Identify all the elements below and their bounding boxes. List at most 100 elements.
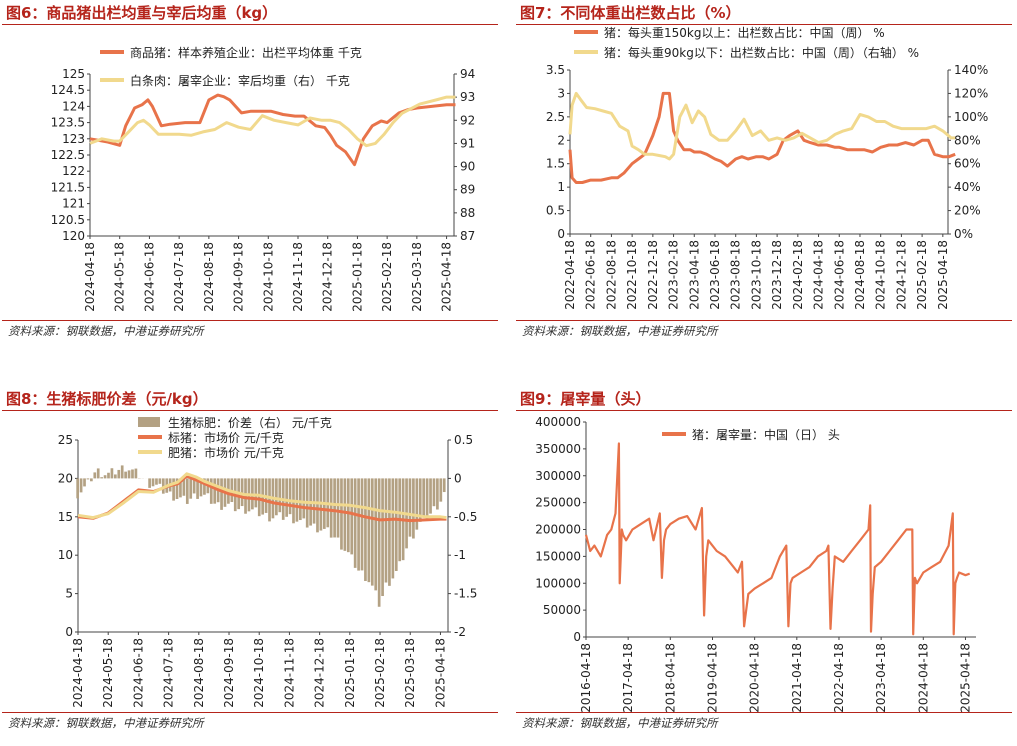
diff-bar <box>354 478 357 567</box>
y-tick-label: 15 <box>58 510 73 524</box>
diff-bar <box>350 478 353 554</box>
x-tick-label: 2024-04-18 <box>83 242 97 312</box>
diff-bar <box>83 478 86 486</box>
y-tick-label: 122 <box>62 164 85 178</box>
x-tick-label: 2023-12-18 <box>770 240 784 310</box>
y2-tick-label: 88 <box>460 206 475 220</box>
x-tick-label: 2025-02-18 <box>380 242 394 312</box>
chart-title: 图8：生猪标肥价差（元/kg） <box>6 388 208 409</box>
y-tick-label: 1.5 <box>546 157 565 171</box>
x-tick-label: 2025-03-18 <box>410 242 424 312</box>
y-tick-label: 0 <box>65 625 73 639</box>
x-tick-label: 2022-04-18 <box>832 643 846 713</box>
diff-bar <box>412 478 415 538</box>
diff-bar <box>316 478 319 532</box>
source-note: 资料来源：钢联数据，中港证券研究所 <box>522 323 718 339</box>
x-tick-label: 2025-03-18 <box>403 638 417 708</box>
x-tick-label: 2024-11-18 <box>282 638 296 708</box>
diff-bar <box>371 478 374 585</box>
diff-bar <box>121 465 124 478</box>
y-tick-label: 300000 <box>535 469 581 483</box>
y2-tick-label: 0.5 <box>454 433 473 447</box>
diff-bar <box>344 478 347 550</box>
diff-bar <box>186 478 189 504</box>
diff-bar <box>90 478 93 481</box>
source-rule <box>2 320 498 321</box>
diff-bar <box>80 478 83 492</box>
y2-tick-label: 93 <box>460 90 475 104</box>
x-tick-label: 2025-04-18 <box>440 242 454 312</box>
y-tick-label: 121 <box>62 197 85 211</box>
x-tick-label: 2024-10-18 <box>874 240 888 310</box>
y2-tick-label: -1 <box>454 548 466 562</box>
legend-label: 猪：每头重90kg以下：出栏数占比：中国（周）（右轴） % <box>604 45 919 60</box>
y2-tick-label: 90 <box>460 160 475 174</box>
x-tick-label: 2024-06-18 <box>832 240 846 310</box>
diff-bar <box>368 478 371 582</box>
x-tick-label: 2018-04-18 <box>663 643 677 713</box>
diff-bar <box>107 473 110 479</box>
source-rule <box>2 712 498 713</box>
diff-bar <box>361 478 364 570</box>
y-tick-label: 25 <box>58 433 73 447</box>
diff-bar <box>340 478 343 549</box>
diff-bar <box>159 478 162 483</box>
x-tick-label: 2025-04-18 <box>958 643 972 713</box>
x-tick-label: 2024-02-18 <box>791 240 805 310</box>
x-tick-label: 2020-04-18 <box>748 643 762 713</box>
diff-bar <box>289 478 292 514</box>
diff-bar <box>415 478 418 529</box>
x-tick-label: 2024-12-18 <box>313 638 327 708</box>
y2-tick-label: 92 <box>460 113 475 127</box>
chart-fig9: 0500001000001500002000002500003000003500… <box>516 412 1016 708</box>
x-tick-label: 2023-04-18 <box>874 643 888 713</box>
diff-bar <box>364 478 367 581</box>
y2-tick-label: 140% <box>954 63 988 77</box>
x-tick-label: 2025-01-18 <box>343 638 357 708</box>
diff-bar <box>258 478 261 516</box>
y-tick-label: 150000 <box>535 549 581 563</box>
x-tick-label: 2025-02-18 <box>915 240 929 310</box>
y-tick-label: 2.5 <box>546 110 565 124</box>
diff-bar <box>378 478 381 606</box>
y2-tick-label: 91 <box>460 136 475 150</box>
x-tick-label: 2019-04-18 <box>705 643 719 713</box>
y-tick-label: 0 <box>557 227 565 241</box>
y-tick-label: 3.5 <box>546 63 565 77</box>
diff-bar <box>220 478 223 509</box>
y-tick-label: 100000 <box>535 576 581 590</box>
x-tick-label: 2024-11-18 <box>291 242 305 312</box>
diff-bar <box>131 469 134 478</box>
diff-bar <box>443 478 446 492</box>
x-tick-label: 2024-08-18 <box>192 638 206 708</box>
x-tick-label: 2025-01-18 <box>350 242 364 312</box>
diff-bar <box>357 478 360 570</box>
y-tick-label: 200000 <box>535 523 581 537</box>
y-tick-label: 125 <box>62 67 85 81</box>
diff-bar <box>433 478 436 506</box>
diff-bar <box>124 472 127 479</box>
y2-tick-label: -0.5 <box>454 510 477 524</box>
diff-bar <box>213 478 216 503</box>
diff-bar <box>374 478 377 590</box>
x-tick-label: 2022-12-18 <box>646 240 660 310</box>
diff-bar <box>152 478 155 486</box>
y-tick-label: 20 <box>58 471 73 485</box>
x-tick-label: 2024-06-18 <box>142 242 156 312</box>
title-rule <box>516 410 1012 411</box>
x-tick-label: 2024-04-18 <box>812 240 826 310</box>
diff-bar <box>313 478 316 523</box>
diff-bar <box>189 478 192 498</box>
y2-tick-label: 94 <box>460 67 475 81</box>
x-tick-label: 2024-09-18 <box>232 242 246 312</box>
y-tick-label: 350000 <box>535 442 581 456</box>
y-tick-label: 1 <box>557 180 565 194</box>
x-tick-label: 2023-08-18 <box>729 240 743 310</box>
y-tick-label: 50000 <box>543 603 581 617</box>
y2-tick-label: 120% <box>954 86 988 100</box>
x-tick-label: 2021-04-18 <box>790 643 804 713</box>
y-tick-label: 120.5 <box>51 213 85 227</box>
y-tick-label: 122.5 <box>51 148 85 162</box>
